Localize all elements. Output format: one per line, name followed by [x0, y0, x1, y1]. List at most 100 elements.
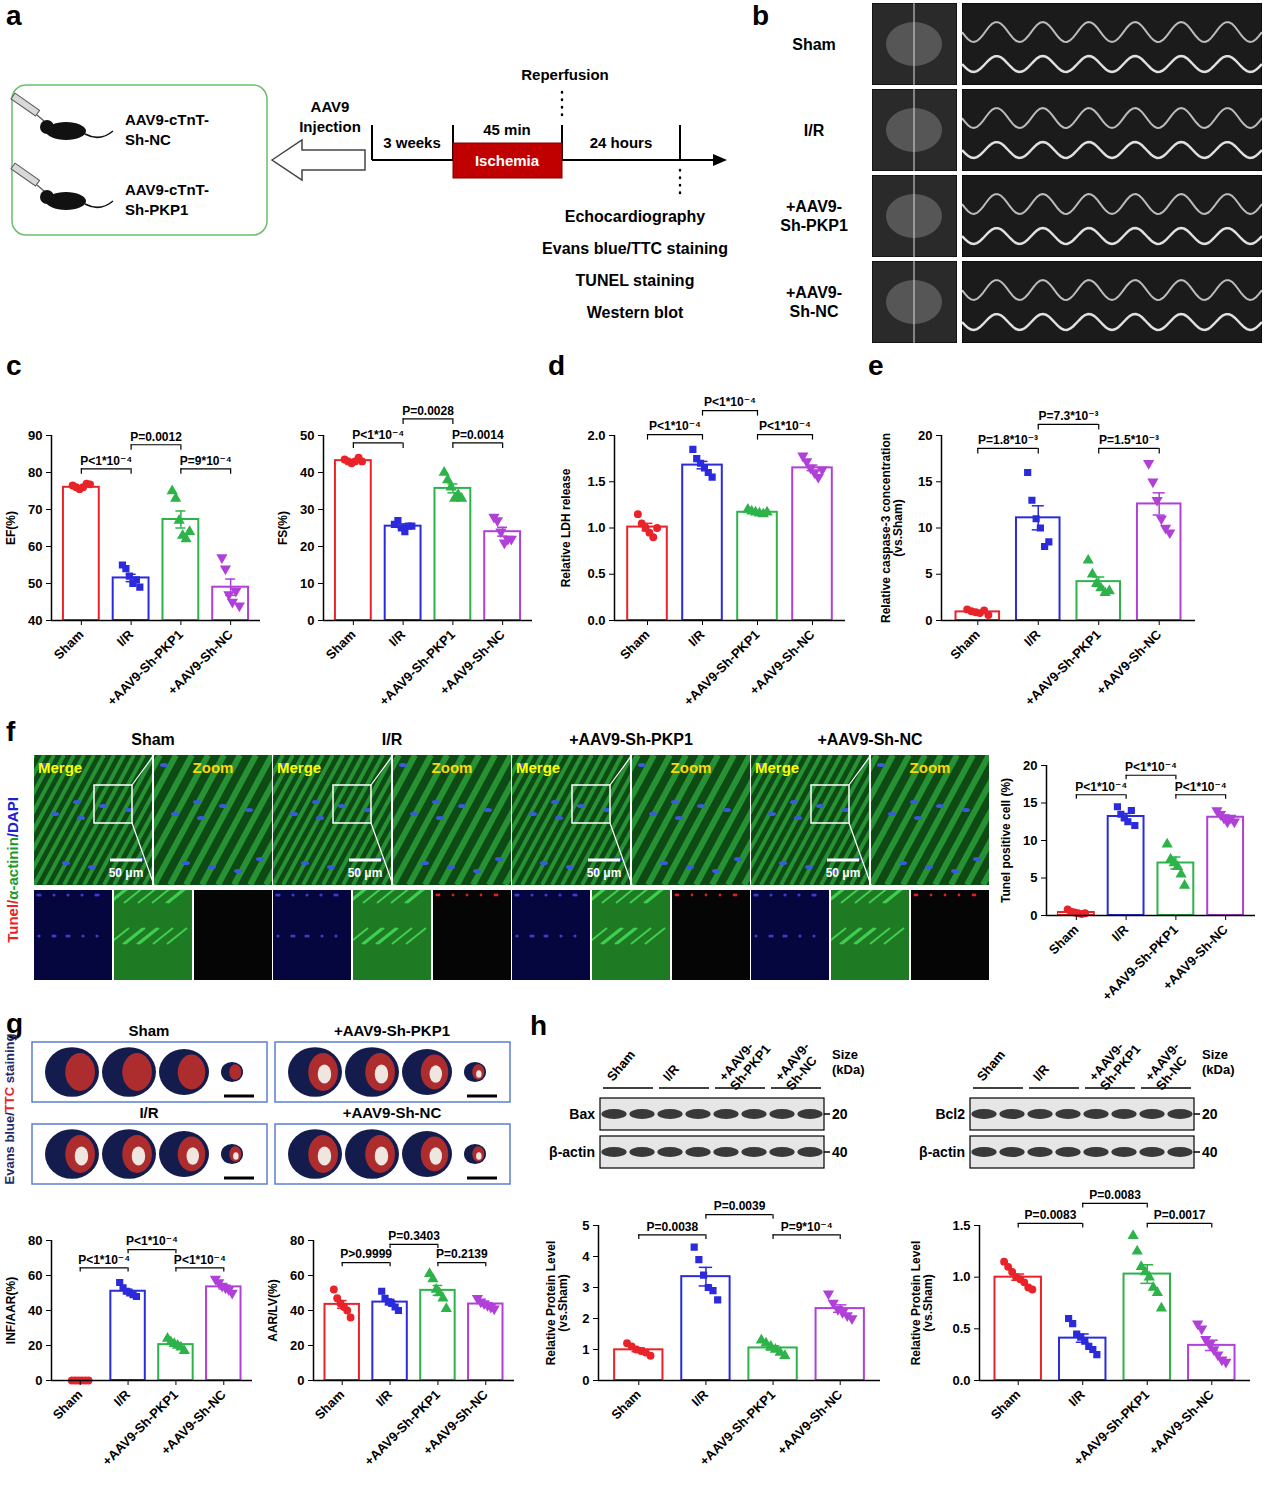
- svg-text:Echocardiography: Echocardiography: [565, 208, 706, 225]
- svg-text:Tunel positive cell (%): Tunel positive cell (%): [999, 778, 1013, 903]
- svg-text:0: 0: [307, 613, 314, 628]
- svg-text:+AAV9-: +AAV9-: [786, 198, 842, 215]
- svg-text:Evans blue/TTC staining: Evans blue/TTC staining: [542, 240, 728, 257]
- svg-text:I/R: I/R: [1065, 1386, 1088, 1409]
- svg-text:+AAV9-Sh-NC: +AAV9-Sh-NC: [437, 626, 508, 697]
- svg-text:20: 20: [1023, 758, 1037, 773]
- svg-text:60: 60: [290, 1268, 304, 1283]
- svg-text:+AAV9-Sh-NC: +AAV9-Sh-NC: [1093, 626, 1164, 697]
- svg-text:INF/AAR(%): INF/AAR(%): [4, 1277, 18, 1344]
- svg-text:AAV9-cTnT-: AAV9-cTnT-: [125, 181, 209, 198]
- svg-text:Sham: Sham: [988, 1387, 1024, 1423]
- svg-text:Sham: Sham: [312, 1387, 348, 1423]
- svg-text:20: 20: [918, 428, 932, 443]
- svg-text:40: 40: [300, 465, 314, 480]
- svg-text:+AAV9-Sh-PKP1: +AAV9-Sh-PKP1: [681, 627, 763, 709]
- svg-text:+AAV9-Sh-NC: +AAV9-Sh-NC: [158, 1386, 229, 1457]
- svg-text:5: 5: [1030, 870, 1037, 885]
- svg-text:1.5: 1.5: [587, 474, 605, 489]
- svg-text:P=0.0038: P=0.0038: [646, 1220, 698, 1234]
- svg-text:+AAV9-Sh-PKP1: +AAV9-Sh-PKP1: [716, 1032, 774, 1093]
- svg-text:I/R: I/R: [373, 1386, 396, 1409]
- svg-text:Sham: Sham: [131, 731, 175, 748]
- svg-text:P=1.5*10⁻³: P=1.5*10⁻³: [1099, 433, 1159, 447]
- svg-text:Merge: Merge: [38, 759, 82, 776]
- svg-text:4: 4: [582, 1249, 590, 1264]
- svg-text:P=9*10⁻⁴: P=9*10⁻⁴: [180, 454, 232, 468]
- svg-text:Sham: Sham: [323, 627, 359, 663]
- svg-text:+AAV9-Sh-NC: +AAV9-Sh-NC: [165, 626, 236, 697]
- svg-text:I/R: I/R: [660, 1061, 683, 1084]
- svg-text:1.0: 1.0: [952, 1269, 970, 1284]
- svg-text:0: 0: [582, 1373, 589, 1388]
- svg-text:β-actin: β-actin: [919, 1144, 965, 1160]
- svg-text:+AAV9-Sh-NC: +AAV9-Sh-NC: [420, 1386, 491, 1457]
- svg-text:10: 10: [1023, 833, 1037, 848]
- svg-text:+AAV9-Sh-NC: +AAV9-Sh-NC: [1146, 1386, 1217, 1457]
- svg-text:0: 0: [35, 1373, 42, 1388]
- svg-text:24 hours: 24 hours: [590, 134, 653, 151]
- svg-text:Sham: Sham: [604, 1047, 638, 1084]
- svg-text:20: 20: [28, 1338, 42, 1353]
- svg-text:Zoom: Zoom: [432, 759, 473, 776]
- svg-text:Merge: Merge: [516, 759, 560, 776]
- svg-text:Evans blue/TTC staining: Evans blue/TTC staining: [2, 1033, 17, 1184]
- svg-text:10: 10: [918, 520, 932, 535]
- svg-text:P=9*10⁻⁴: P=9*10⁻⁴: [781, 1220, 833, 1234]
- svg-text:50 μm: 50 μm: [587, 866, 622, 880]
- svg-text:I/R: I/R: [139, 1104, 158, 1121]
- svg-text:60: 60: [28, 1268, 42, 1283]
- svg-text:Tunel/α-actinin/DAPI: Tunel/α-actinin/DAPI: [4, 797, 21, 943]
- svg-text:(kDa): (kDa): [832, 1062, 865, 1077]
- svg-text:Relative caspase-3 concentrati: Relative caspase-3 concentration(vs.Sham…: [879, 433, 905, 623]
- svg-text:Sh-NC: Sh-NC: [125, 131, 171, 148]
- svg-text:P<1*10⁻⁴: P<1*10⁻⁴: [80, 454, 132, 468]
- svg-text:20: 20: [1202, 1106, 1218, 1122]
- svg-text:+AAV9-Sh-PKP1: +AAV9-Sh-PKP1: [334, 1022, 450, 1039]
- svg-text:P<1*10⁻⁴: P<1*10⁻⁴: [1075, 780, 1127, 794]
- svg-text:P<1*10⁻⁴: P<1*10⁻⁴: [78, 1253, 130, 1267]
- svg-text:+AAV9-Sh-NC: +AAV9-Sh-NC: [747, 626, 818, 697]
- svg-text:P=0.0028: P=0.0028: [402, 404, 454, 418]
- svg-text:3: 3: [582, 1280, 589, 1295]
- svg-text:EF(%): EF(%): [4, 511, 18, 545]
- svg-text:Western blot: Western blot: [587, 304, 684, 321]
- svg-text:90: 90: [28, 428, 42, 443]
- svg-text:Sham: Sham: [608, 1387, 644, 1423]
- svg-text:I/R: I/R: [685, 626, 708, 649]
- svg-text:TUNEL staining: TUNEL staining: [576, 272, 695, 289]
- svg-text:P=7.3*10⁻³: P=7.3*10⁻³: [1038, 409, 1098, 423]
- svg-text:(kDa): (kDa): [1202, 1062, 1235, 1077]
- svg-text:0.5: 0.5: [952, 1321, 970, 1336]
- svg-text:15: 15: [918, 474, 932, 489]
- svg-text:β-actin: β-actin: [549, 1144, 595, 1160]
- svg-text:Sham: Sham: [974, 1047, 1008, 1084]
- svg-text:AAV9: AAV9: [311, 98, 350, 115]
- svg-text:2: 2: [582, 1311, 589, 1326]
- svg-text:Sh-PKP1: Sh-PKP1: [125, 201, 188, 218]
- svg-text:1.0: 1.0: [587, 520, 605, 535]
- svg-text:80: 80: [28, 465, 42, 480]
- svg-text:I/R: I/R: [804, 122, 825, 139]
- svg-text:+AAV9-Sh-PKP1: +AAV9-Sh-PKP1: [1022, 627, 1104, 709]
- svg-text:I/R: I/R: [111, 1386, 134, 1409]
- svg-text:Injection: Injection: [299, 118, 361, 135]
- svg-text:0.0: 0.0: [952, 1373, 970, 1388]
- svg-text:P<1*10⁻⁴: P<1*10⁻⁴: [759, 419, 811, 433]
- svg-text:Sham: Sham: [1046, 922, 1082, 958]
- svg-text:1.5: 1.5: [952, 1218, 970, 1233]
- svg-text:20: 20: [290, 1338, 304, 1353]
- svg-text:+AAV9-Sh-PKP1: +AAV9-Sh-PKP1: [1086, 1032, 1144, 1093]
- svg-text:+AAV9-Sh-PKP1: +AAV9-Sh-PKP1: [696, 1387, 778, 1469]
- svg-text:FS(%): FS(%): [276, 511, 290, 545]
- svg-text:P<1*10⁻⁴: P<1*10⁻⁴: [1125, 760, 1177, 774]
- svg-text:I/R: I/R: [1109, 921, 1132, 944]
- svg-text:80: 80: [28, 1233, 42, 1248]
- svg-text:Sham: Sham: [50, 1387, 86, 1423]
- svg-text:P=0.2139: P=0.2139: [436, 1247, 488, 1261]
- svg-text:P=1.8*10⁻³: P=1.8*10⁻³: [978, 433, 1038, 447]
- svg-text:Sh-NC: Sh-NC: [790, 303, 839, 320]
- svg-text:P=0.3403: P=0.3403: [388, 1229, 440, 1243]
- svg-text:50 μm: 50 μm: [348, 866, 383, 880]
- svg-text:15: 15: [1023, 795, 1037, 810]
